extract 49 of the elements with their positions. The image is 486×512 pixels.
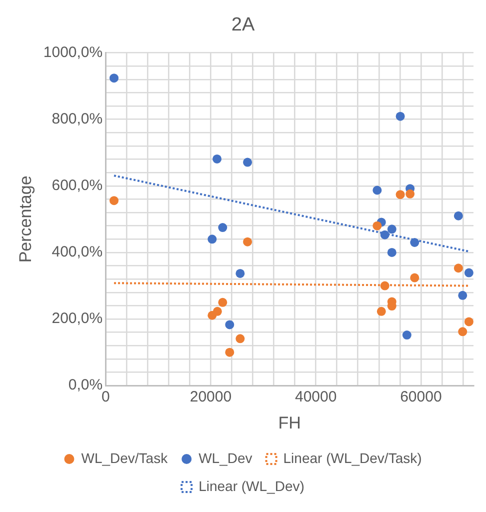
point — [380, 230, 390, 240]
legend-label: Linear (WL_Dev/Task) — [283, 450, 422, 466]
point — [454, 211, 463, 220]
point — [458, 327, 468, 336]
x-axis-title: FH — [278, 413, 301, 432]
point — [218, 298, 228, 307]
point — [387, 224, 396, 234]
y-tick-label: 0,0% — [68, 376, 103, 394]
point — [243, 237, 252, 246]
x-tick-label: 0 — [101, 388, 110, 406]
point — [376, 306, 386, 316]
y-tick-label: 1000,0% — [43, 44, 103, 61]
legend-label: WL_Dev — [198, 450, 252, 466]
point — [454, 264, 463, 273]
point — [236, 268, 245, 278]
point — [406, 189, 415, 198]
point — [110, 74, 119, 83]
y-tick-label: 600,0% — [52, 177, 103, 194]
point — [372, 221, 382, 230]
point — [396, 190, 405, 200]
point — [410, 238, 420, 247]
point — [218, 223, 228, 232]
legend-label: WL_Dev/Task — [81, 450, 169, 466]
point — [212, 154, 222, 164]
point — [225, 320, 234, 330]
point — [380, 281, 390, 290]
point — [110, 196, 119, 206]
point — [458, 290, 468, 300]
point — [372, 186, 382, 195]
point — [464, 317, 474, 326]
point — [243, 158, 252, 167]
point — [396, 112, 405, 121]
point — [464, 268, 474, 278]
y-axis-title: Percentage — [16, 176, 35, 263]
x-tick-label: 20000 — [190, 388, 232, 406]
point — [236, 334, 245, 344]
y-tick-label: 400,0% — [52, 244, 103, 261]
legend-label: Linear (WL_Dev) — [198, 478, 304, 494]
y-tick-label: 200,0% — [52, 310, 103, 328]
point — [225, 348, 234, 357]
point — [410, 273, 420, 282]
y-tick-label: 800,0% — [52, 110, 103, 128]
x-tick-label: 60000 — [400, 388, 442, 406]
x-tick-label: 40000 — [294, 388, 337, 406]
point — [402, 330, 412, 340]
point — [208, 234, 217, 244]
chart-title: 2A — [231, 14, 255, 36]
point — [387, 248, 396, 257]
point — [208, 310, 217, 320]
